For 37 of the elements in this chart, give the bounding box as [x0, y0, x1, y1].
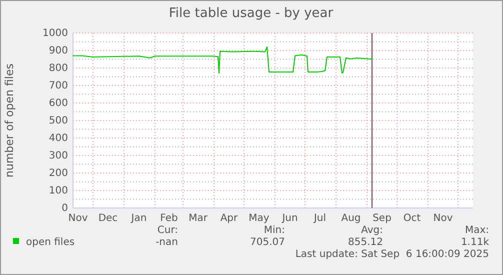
y-tick-label: 400	[48, 133, 68, 144]
text: Avg:	[361, 225, 383, 236]
x-tick-label: Mar	[188, 213, 208, 224]
text: Min:	[264, 225, 285, 236]
y-tick-label: 1000	[42, 28, 68, 40]
x-tick-label: Oct	[403, 213, 421, 224]
x-tick-label: Jun	[281, 213, 298, 224]
y-tick-label: 800	[48, 63, 68, 74]
x-tick-label: Nov	[433, 213, 453, 224]
text: Max:	[464, 225, 489, 236]
y-tick-label: 900	[48, 46, 68, 57]
y-tick-label: 600	[48, 98, 68, 110]
y-tick-label: 500	[48, 116, 68, 127]
x-tick-label: Sep	[372, 213, 392, 224]
y-tick-label: 200	[48, 168, 68, 180]
chart-title: File table usage - by year	[168, 6, 334, 21]
y-tick-label: 300	[48, 150, 68, 162]
x-tick-label: Aug	[341, 213, 361, 224]
x-tick-label: Nov	[68, 213, 88, 224]
x-tick-label: Feb	[160, 213, 178, 224]
text: 705.07	[250, 237, 285, 248]
y-tick-label: 100	[48, 186, 68, 197]
x-tick-label: Apr	[220, 213, 239, 224]
x-tick-label: Jul	[312, 213, 326, 224]
y-axis-title: number of open files	[3, 63, 16, 178]
y-tick-label: 0	[62, 203, 68, 214]
text: 1.11k	[460, 237, 490, 248]
y-tick-label: 700	[48, 80, 68, 92]
legend-label: open files	[26, 237, 75, 248]
x-tick-label: Dec	[98, 213, 118, 224]
line-series	[72, 46, 372, 74]
x-tick-label: May	[248, 213, 270, 224]
text: Last update: Sat Sep 6 16:00:09 2025	[295, 249, 489, 260]
x-tick-label: Jan	[130, 213, 147, 224]
text: Cur:	[157, 225, 178, 236]
text: -nan	[156, 237, 178, 248]
text: 855.12	[348, 237, 383, 248]
